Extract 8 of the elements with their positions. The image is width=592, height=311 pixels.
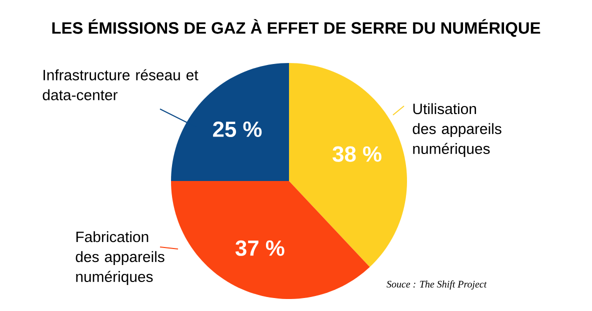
text: Souce : The Shift Project: [386, 280, 487, 290]
data-label: 38 %: [332, 146, 382, 162]
slice-label: Utilisation des appareils numériques: [412, 103, 502, 157]
slice-label: Fabrication des appareils numériques: [76, 231, 164, 285]
chart-title: LES ÉMISSIONS DE GAZ À EFFET DE SERRE DU NUMÉRIQUE: [52, 19, 540, 37]
data-label: 25 %: [213, 122, 262, 138]
slice-label: Infrastructure réseau et data-center: [42, 69, 198, 100]
data-label: 37 %: [235, 240, 284, 256]
